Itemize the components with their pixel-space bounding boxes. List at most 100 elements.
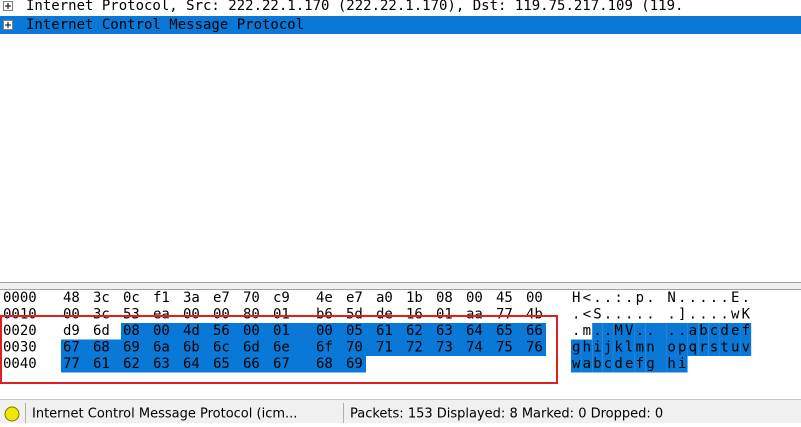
tree-item[interactable]: Internet Control Message Protocol <box>26 17 304 33</box>
ascii-char[interactable]: < <box>583 307 591 323</box>
ascii-char[interactable]: . <box>572 323 580 339</box>
ascii-char[interactable]: i <box>678 356 686 372</box>
ascii-char[interactable]: n <box>646 340 654 356</box>
ascii-char[interactable]: . <box>720 290 728 306</box>
ascii-char[interactable]: . <box>667 323 675 339</box>
hex-byte[interactable]: 6b <box>183 340 200 356</box>
ascii-char[interactable]: . <box>593 323 601 339</box>
hex-byte[interactable]: 72 <box>406 340 423 356</box>
hex-byte[interactable]: 65 <box>496 323 513 339</box>
ascii-char[interactable]: h <box>667 356 675 372</box>
hex-byte[interactable]: 69 <box>123 340 140 356</box>
hex-byte[interactable]: 08 <box>436 290 453 306</box>
ascii-char[interactable]: . <box>604 290 612 306</box>
hex-byte[interactable]: 64 <box>183 356 200 372</box>
hex-byte[interactable]: 66 <box>243 356 260 372</box>
hex-byte[interactable]: 00 <box>466 290 483 306</box>
ascii-char[interactable]: K <box>742 307 751 323</box>
pane-divider[interactable] <box>0 282 801 290</box>
ascii-char[interactable]: . <box>678 290 686 306</box>
hex-byte[interactable]: 6a <box>153 340 170 356</box>
ascii-char[interactable]: V <box>625 323 634 339</box>
ascii-char[interactable]: . <box>689 290 697 306</box>
ascii-char[interactable]: g <box>572 340 580 356</box>
hex-byte[interactable]: 00 <box>526 290 543 306</box>
ascii-char[interactable]: w <box>572 356 581 372</box>
expert-info-icon[interactable] <box>4 406 20 422</box>
ascii-char[interactable]: . <box>604 307 612 323</box>
ascii-char[interactable]: m <box>636 340 644 356</box>
hex-byte[interactable]: aa <box>466 307 483 323</box>
hex-byte[interactable]: 80 <box>243 307 260 323</box>
hex-byte[interactable]: de <box>376 307 393 323</box>
hex-byte[interactable]: 71 <box>376 340 393 356</box>
ascii-char[interactable]: . <box>742 290 750 306</box>
hex-byte[interactable]: 00 <box>243 323 260 339</box>
ascii-char[interactable]: w <box>731 307 740 323</box>
hex-byte[interactable]: f1 <box>153 290 170 306</box>
ascii-char[interactable]: l <box>625 340 633 356</box>
hex-byte[interactable]: 16 <box>406 307 423 323</box>
hex-byte[interactable]: ea <box>153 307 170 323</box>
hex-byte[interactable]: 00 <box>63 307 80 323</box>
hex-byte[interactable]: c9 <box>273 290 290 306</box>
ascii-char[interactable]: c <box>604 356 612 372</box>
ascii-char[interactable]: e <box>731 323 739 339</box>
hex-byte[interactable]: 05 <box>346 323 363 339</box>
hex-byte[interactable]: 53 <box>123 307 140 323</box>
ascii-char[interactable]: e <box>625 356 633 372</box>
ascii-char[interactable]: b <box>699 323 707 339</box>
ascii-char[interactable]: . <box>720 307 728 323</box>
ascii-char[interactable]: . <box>710 307 718 323</box>
hex-byte[interactable]: 63 <box>436 323 453 339</box>
hex-byte[interactable]: 76 <box>526 340 543 356</box>
ascii-char[interactable]: . <box>625 290 633 306</box>
ascii-char[interactable]: d <box>614 356 622 372</box>
hex-byte[interactable]: 4b <box>526 307 543 323</box>
hex-byte[interactable]: 08 <box>123 323 140 339</box>
hex-byte[interactable]: 01 <box>436 307 453 323</box>
ascii-char[interactable]: j <box>604 340 612 356</box>
hex-byte[interactable]: 6e <box>273 340 290 356</box>
hex-byte[interactable]: 61 <box>93 356 110 372</box>
ascii-char[interactable]: . <box>667 307 675 323</box>
hex-byte[interactable]: 62 <box>123 356 140 372</box>
ascii-char[interactable]: c <box>710 323 718 339</box>
hex-byte[interactable]: e7 <box>346 290 363 306</box>
ascii-char[interactable]: k <box>614 340 623 356</box>
hex-byte[interactable]: 62 <box>406 323 423 339</box>
hex-byte[interactable]: 00 <box>213 307 230 323</box>
hex-byte[interactable]: 0c <box>123 290 140 306</box>
ascii-char[interactable]: . <box>604 323 612 339</box>
ascii-char[interactable]: . <box>625 307 633 323</box>
hex-byte[interactable]: 56 <box>213 323 230 339</box>
hex-byte[interactable]: a0 <box>376 290 393 306</box>
ascii-char[interactable]: g <box>646 356 654 372</box>
ascii-char[interactable]: . <box>636 307 644 323</box>
ascii-char[interactable]: s <box>710 340 718 356</box>
hex-byte[interactable]: 69 <box>346 356 363 372</box>
hex-byte[interactable]: b6 <box>316 307 333 323</box>
ascii-char[interactable]: : <box>614 290 622 306</box>
ascii-char[interactable]: f <box>636 356 644 372</box>
ascii-char[interactable]: . <box>593 290 601 306</box>
hex-byte[interactable]: 61 <box>376 323 393 339</box>
hex-byte[interactable]: 1b <box>406 290 423 306</box>
hex-byte[interactable]: 6d <box>93 323 110 339</box>
ascii-char[interactable]: E <box>731 290 739 306</box>
ascii-char[interactable]: . <box>689 307 697 323</box>
hex-byte[interactable]: 3c <box>93 307 110 323</box>
hex-byte[interactable]: 63 <box>153 356 170 372</box>
ascii-char[interactable]: ] <box>678 307 686 323</box>
hex-byte[interactable]: 00 <box>183 307 200 323</box>
ascii-char[interactable]: v <box>742 340 750 356</box>
ascii-char[interactable]: . <box>572 307 580 323</box>
ascii-char[interactable]: i <box>593 340 601 356</box>
hex-byte[interactable]: 67 <box>63 340 80 356</box>
ascii-char[interactable]: o <box>667 340 675 356</box>
ascii-char[interactable]: . <box>678 323 686 339</box>
ascii-char[interactable]: d <box>720 323 728 339</box>
ascii-char[interactable]: r <box>699 340 707 356</box>
ascii-char[interactable]: q <box>689 340 697 356</box>
hex-byte[interactable]: 01 <box>273 323 290 339</box>
